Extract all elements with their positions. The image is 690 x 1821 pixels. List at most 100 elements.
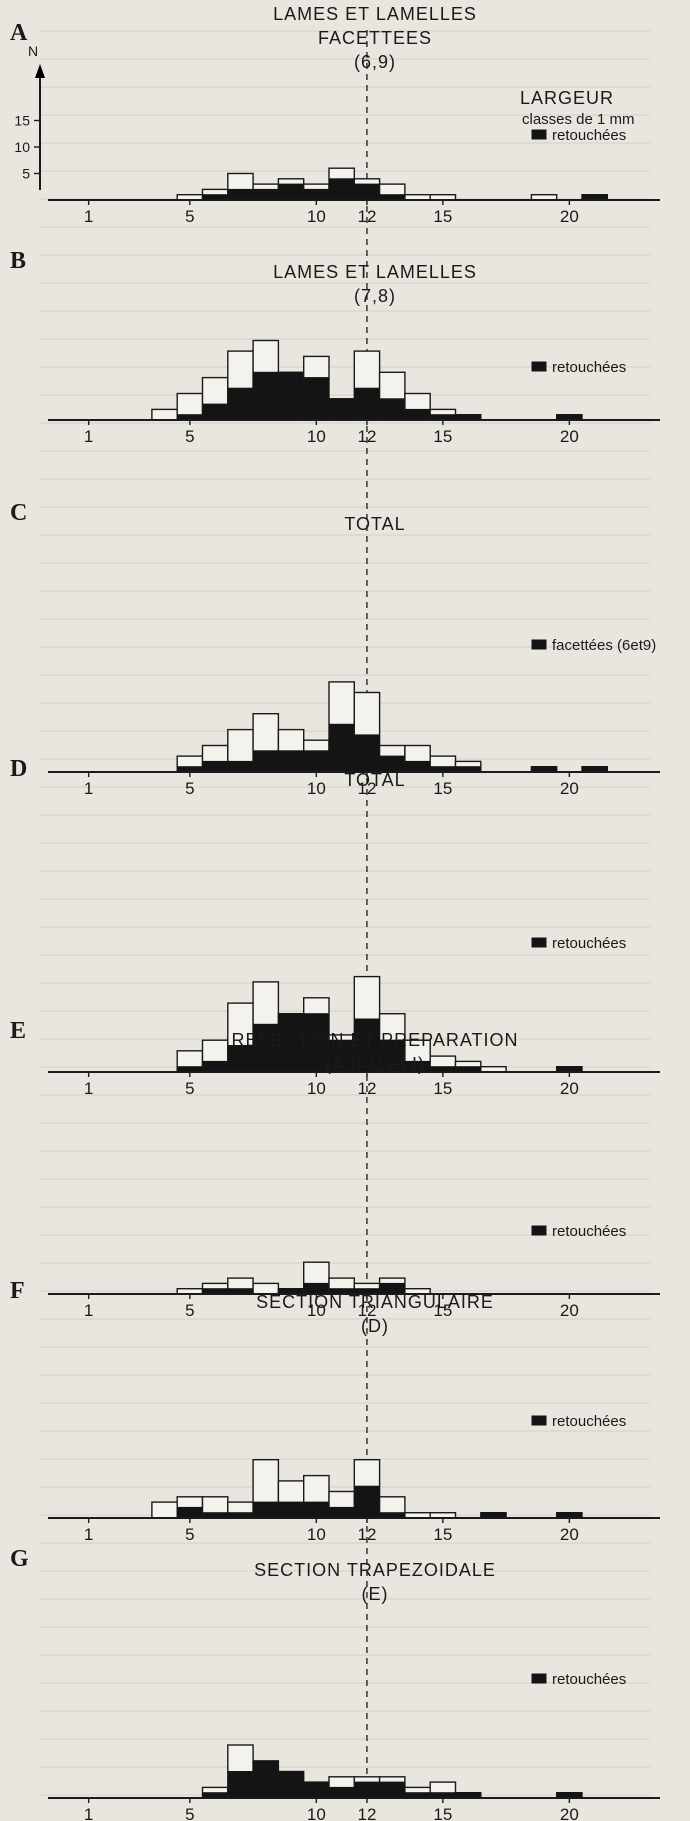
x-tick-label: 5 [185,1525,194,1544]
x-tick-label: 15 [433,1301,452,1320]
background-line [40,310,650,312]
panel-title: TOTAL [344,770,405,790]
background-line [40,646,650,648]
panel-title: (E) [362,1584,389,1604]
background-line [40,366,650,368]
legend-label: retouchées [552,127,626,144]
legend-label: retouchées [552,1413,626,1430]
background-line [40,1234,650,1236]
x-tick-label: 5 [185,1805,194,1821]
background-line [40,1598,650,1600]
x-tick-label: 20 [560,427,579,446]
panel-letter: C [10,500,27,526]
background-line [40,1402,650,1404]
panel-title: FACETTEES [318,28,432,48]
background-line [40,590,650,592]
background-line [40,1486,650,1488]
x-tick-label: 10 [307,427,326,446]
x-tick-label: 1 [84,1079,93,1098]
bar-retouched [329,1039,355,1073]
background-line [40,1178,650,1180]
legend-label: retouchées [552,1671,626,1688]
bar-retouched [253,1501,279,1519]
background-line [40,1458,650,1460]
bar-retouched [329,1506,355,1519]
bar-retouched [329,178,355,201]
panel-title: (D) [361,1316,389,1336]
x-tick-label: 15 [433,779,452,798]
x-tick-label: 1 [84,1525,93,1544]
width-class-label: classes de 1 mm [522,111,635,128]
background-line [40,674,650,676]
background-line [40,1094,650,1096]
background-line [40,1626,650,1628]
x-tick-label: 12 [357,1525,376,1544]
bar-retouched [227,188,254,201]
bar-retouched [278,750,304,773]
x-tick-label: 20 [560,1805,579,1821]
y-tick-label: 10 [14,139,30,155]
x-tick-label: 12 [357,1805,376,1821]
background-line [40,450,650,452]
panel-title: LAMES ET LAMELLES [273,262,477,282]
background-line [40,1430,650,1432]
background-line [40,1710,650,1712]
background-line [40,478,650,480]
legend-swatch [531,129,547,140]
bar-retouched [354,734,380,773]
panel-title: SECTION TRIANGULAIRE [256,1292,494,1312]
x-tick-label: 10 [307,779,326,798]
bar-retouched [404,760,431,773]
background-line [40,534,650,536]
legend-label: retouchées [552,359,626,376]
x-tick-label: 10 [307,1805,326,1821]
x-tick-label: 5 [185,1079,194,1098]
bar-retouched [227,760,254,773]
bar-retouched [354,1018,380,1073]
background-line [40,618,650,620]
legend-label: retouchées [552,1223,626,1240]
bar-retouched [379,398,405,421]
legend-swatch [531,1225,547,1236]
y-axis-symbol: N [28,43,38,59]
bar-retouched [278,1771,304,1799]
background-line [40,86,650,88]
x-tick-label: 1 [84,1805,93,1821]
x-tick-label: 1 [84,207,93,226]
background-line [40,1682,650,1684]
background-line [40,1346,650,1348]
bar-retouched [354,387,380,421]
bar-retouched [202,403,228,421]
bar-retouched [303,1501,330,1519]
bar-retouched [202,760,228,773]
background-line [40,1542,650,1544]
x-tick-label: 12 [357,207,376,226]
x-tick-label: 1 [84,427,93,446]
bar-retouched [253,371,279,421]
background-line [40,1122,650,1124]
background-line [40,142,650,144]
background-line [40,114,650,116]
background-line [40,982,650,984]
background-line [40,1150,650,1152]
legend-swatch [531,361,547,372]
panel-letter: F [10,1278,25,1304]
bar-retouched [329,1786,355,1799]
x-tick-label: 10 [307,1079,326,1098]
bar-retouched [329,723,355,773]
bar-total [151,1501,178,1519]
bar-retouched [303,377,330,421]
x-tick-label: 10 [307,207,326,226]
bar-retouched [354,1781,380,1799]
panel-letter: G [10,1546,29,1572]
bar-retouched [253,1023,279,1073]
background-line [40,870,650,872]
bar-retouched [278,183,304,201]
background-line [40,1654,650,1656]
bar-retouched [278,371,304,421]
panel-title: REFECTION ET PREPARATION [231,1030,518,1050]
background-line [40,422,650,424]
